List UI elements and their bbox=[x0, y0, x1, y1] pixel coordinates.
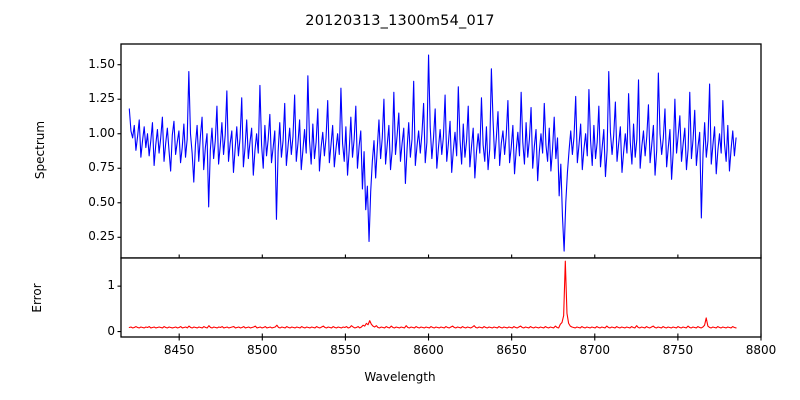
top-panel bbox=[118, 44, 762, 258]
plot-canvas bbox=[0, 0, 800, 400]
bottom-panel-background bbox=[121, 258, 761, 337]
bottom-panel bbox=[118, 258, 762, 341]
spectrum-figure: 20120313_1300m54_017 Spectrum Error Wave… bbox=[0, 0, 800, 400]
